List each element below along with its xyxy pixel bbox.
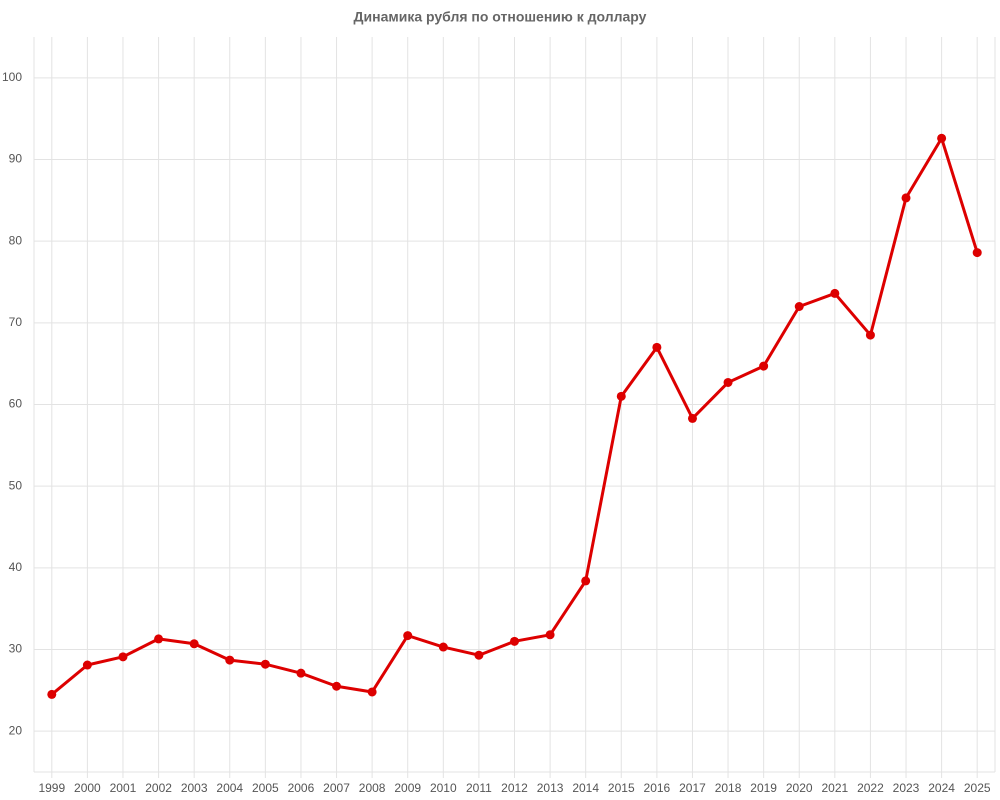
x-tick-label: 2010 <box>430 781 457 795</box>
x-tick-label: 2006 <box>288 781 315 795</box>
x-tick-label: 2005 <box>252 781 279 795</box>
point <box>47 689 57 699</box>
point <box>687 413 697 423</box>
x-tick-label: 2011 <box>466 781 492 795</box>
y-tick-label: 80 <box>9 233 23 247</box>
point <box>82 660 92 670</box>
y-tick-label: 20 <box>9 723 23 737</box>
y-tick-label: 50 <box>9 478 23 492</box>
point <box>865 330 875 340</box>
x-tick-label: 2021 <box>821 781 848 795</box>
point <box>403 631 413 641</box>
point <box>438 642 448 652</box>
x-tick-label: 2000 <box>74 781 101 795</box>
point <box>972 248 982 258</box>
chart-title: Динамика рубля по отношению к доллару <box>354 9 647 25</box>
x-tick-label: 2007 <box>323 781 350 795</box>
point <box>830 288 840 298</box>
y-tick-label: 60 <box>9 397 23 411</box>
point <box>581 576 591 586</box>
x-tick-label: 2004 <box>216 781 243 795</box>
x-tick-label: 2025 <box>964 781 991 795</box>
x-tick-label: 2020 <box>786 781 813 795</box>
x-tick-label: 1999 <box>38 781 65 795</box>
x-tick-label: 2017 <box>679 781 706 795</box>
point <box>367 687 377 697</box>
point <box>510 636 519 646</box>
x-tick-label: 2023 <box>893 781 920 795</box>
x-tick-label: 2016 <box>644 781 671 795</box>
point <box>759 361 769 371</box>
point <box>154 634 164 644</box>
y-tick-label: 40 <box>9 560 23 574</box>
point <box>225 655 235 665</box>
x-tick-label: 2024 <box>928 781 955 795</box>
point <box>118 652 128 662</box>
point <box>652 342 662 352</box>
point <box>189 639 199 649</box>
x-tick-label: 2012 <box>501 781 528 795</box>
point <box>474 650 484 660</box>
point <box>616 391 626 401</box>
x-tick-label: 2022 <box>857 781 884 795</box>
point <box>260 659 270 669</box>
x-tick-label: 2019 <box>750 781 777 795</box>
x-tick-label: 2015 <box>608 781 635 795</box>
x-tick-label: 2018 <box>715 781 742 795</box>
point <box>545 630 555 640</box>
x-tick-label: 2008 <box>359 781 386 795</box>
point <box>296 668 306 678</box>
y-tick-label: 90 <box>9 152 23 166</box>
point <box>937 133 947 143</box>
x-tick-label: 2009 <box>394 781 421 795</box>
x-tick-label: 2002 <box>145 781 172 795</box>
point <box>901 193 911 203</box>
y-tick-label: 30 <box>9 642 23 656</box>
y-tick-label: 100 <box>2 70 22 84</box>
x-tick-label: 2013 <box>537 781 564 795</box>
x-tick-label: 2001 <box>110 781 137 795</box>
x-tick-label: 2003 <box>181 781 208 795</box>
y-tick-label: 70 <box>9 315 23 329</box>
point <box>794 302 804 311</box>
point <box>332 681 342 691</box>
point <box>723 377 733 387</box>
x-tick-label: 2014 <box>572 781 599 795</box>
